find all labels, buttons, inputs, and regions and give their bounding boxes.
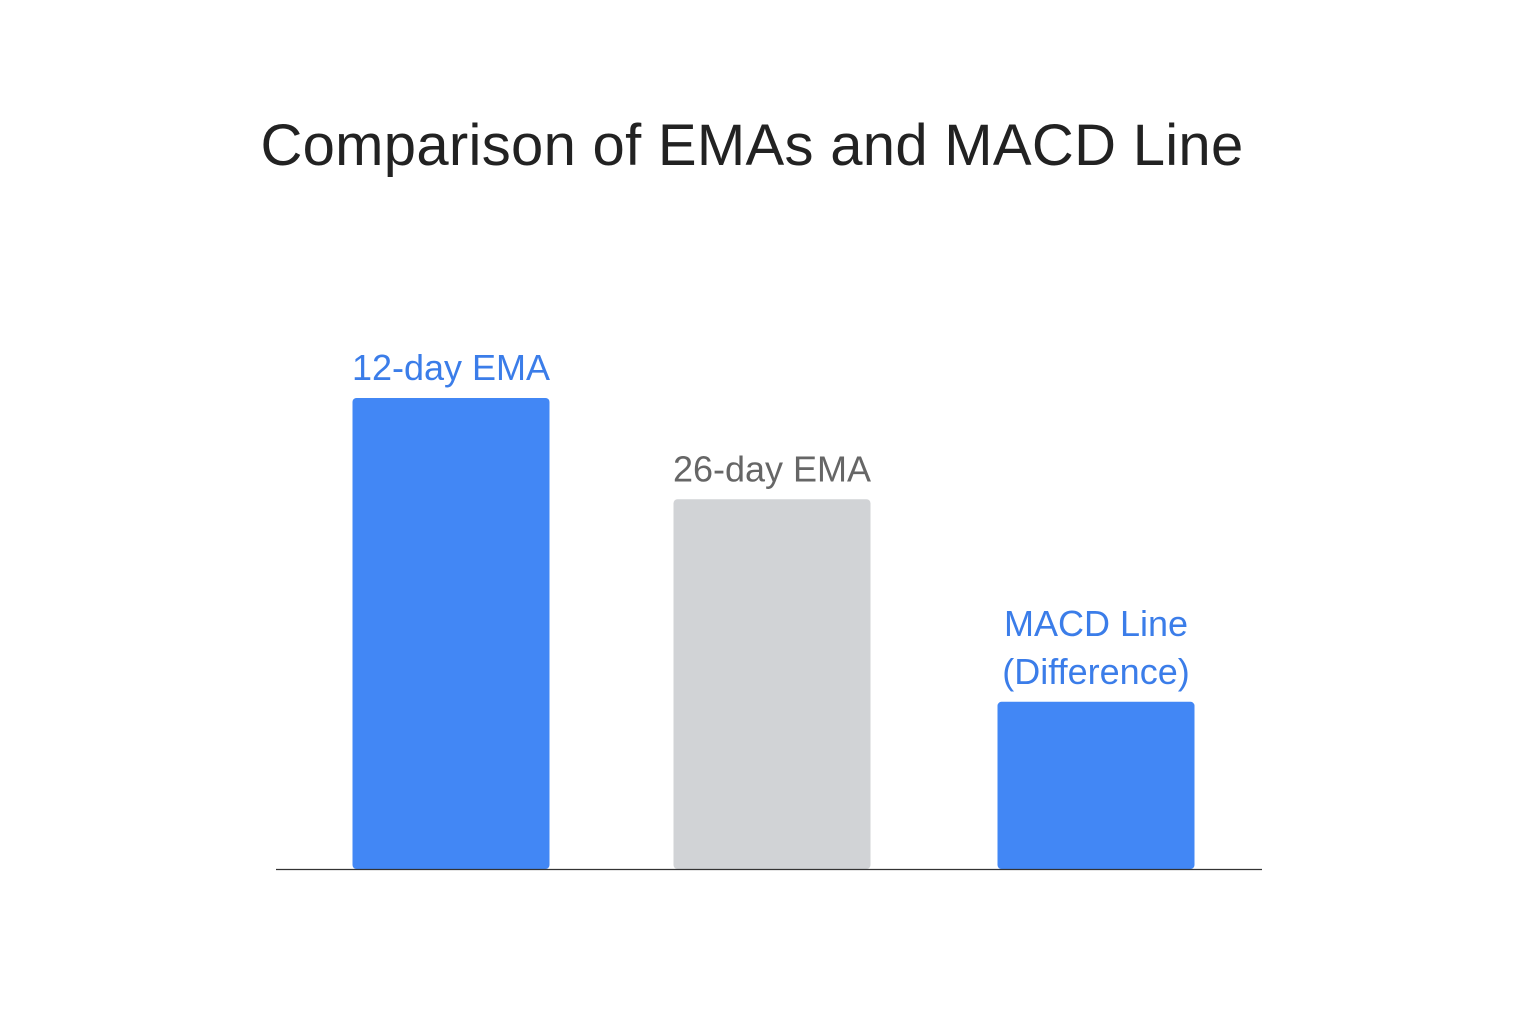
bar-3 <box>997 701 1195 869</box>
bar-label-line: (Difference) <box>1002 651 1189 692</box>
bar-2 <box>673 499 871 869</box>
bar-label-line: 12-day EMA <box>352 347 550 388</box>
bar-label-1: 12-day EMA <box>352 347 550 388</box>
bar-labels-layer: 12-day EMA 26-day EMA MACD Line (Difference… <box>352 347 1190 692</box>
bar-label-3: MACD Line (Difference) <box>1002 603 1189 692</box>
bars-layer <box>352 398 1195 869</box>
bar-label-line: MACD Line <box>1004 603 1188 644</box>
bar-1 <box>352 398 550 869</box>
bar-label-2: 26-day EMA <box>673 448 871 489</box>
bar-label-line: 26-day EMA <box>673 448 871 489</box>
chart-title: Comparison of EMAs and MACD Line <box>260 113 1244 178</box>
